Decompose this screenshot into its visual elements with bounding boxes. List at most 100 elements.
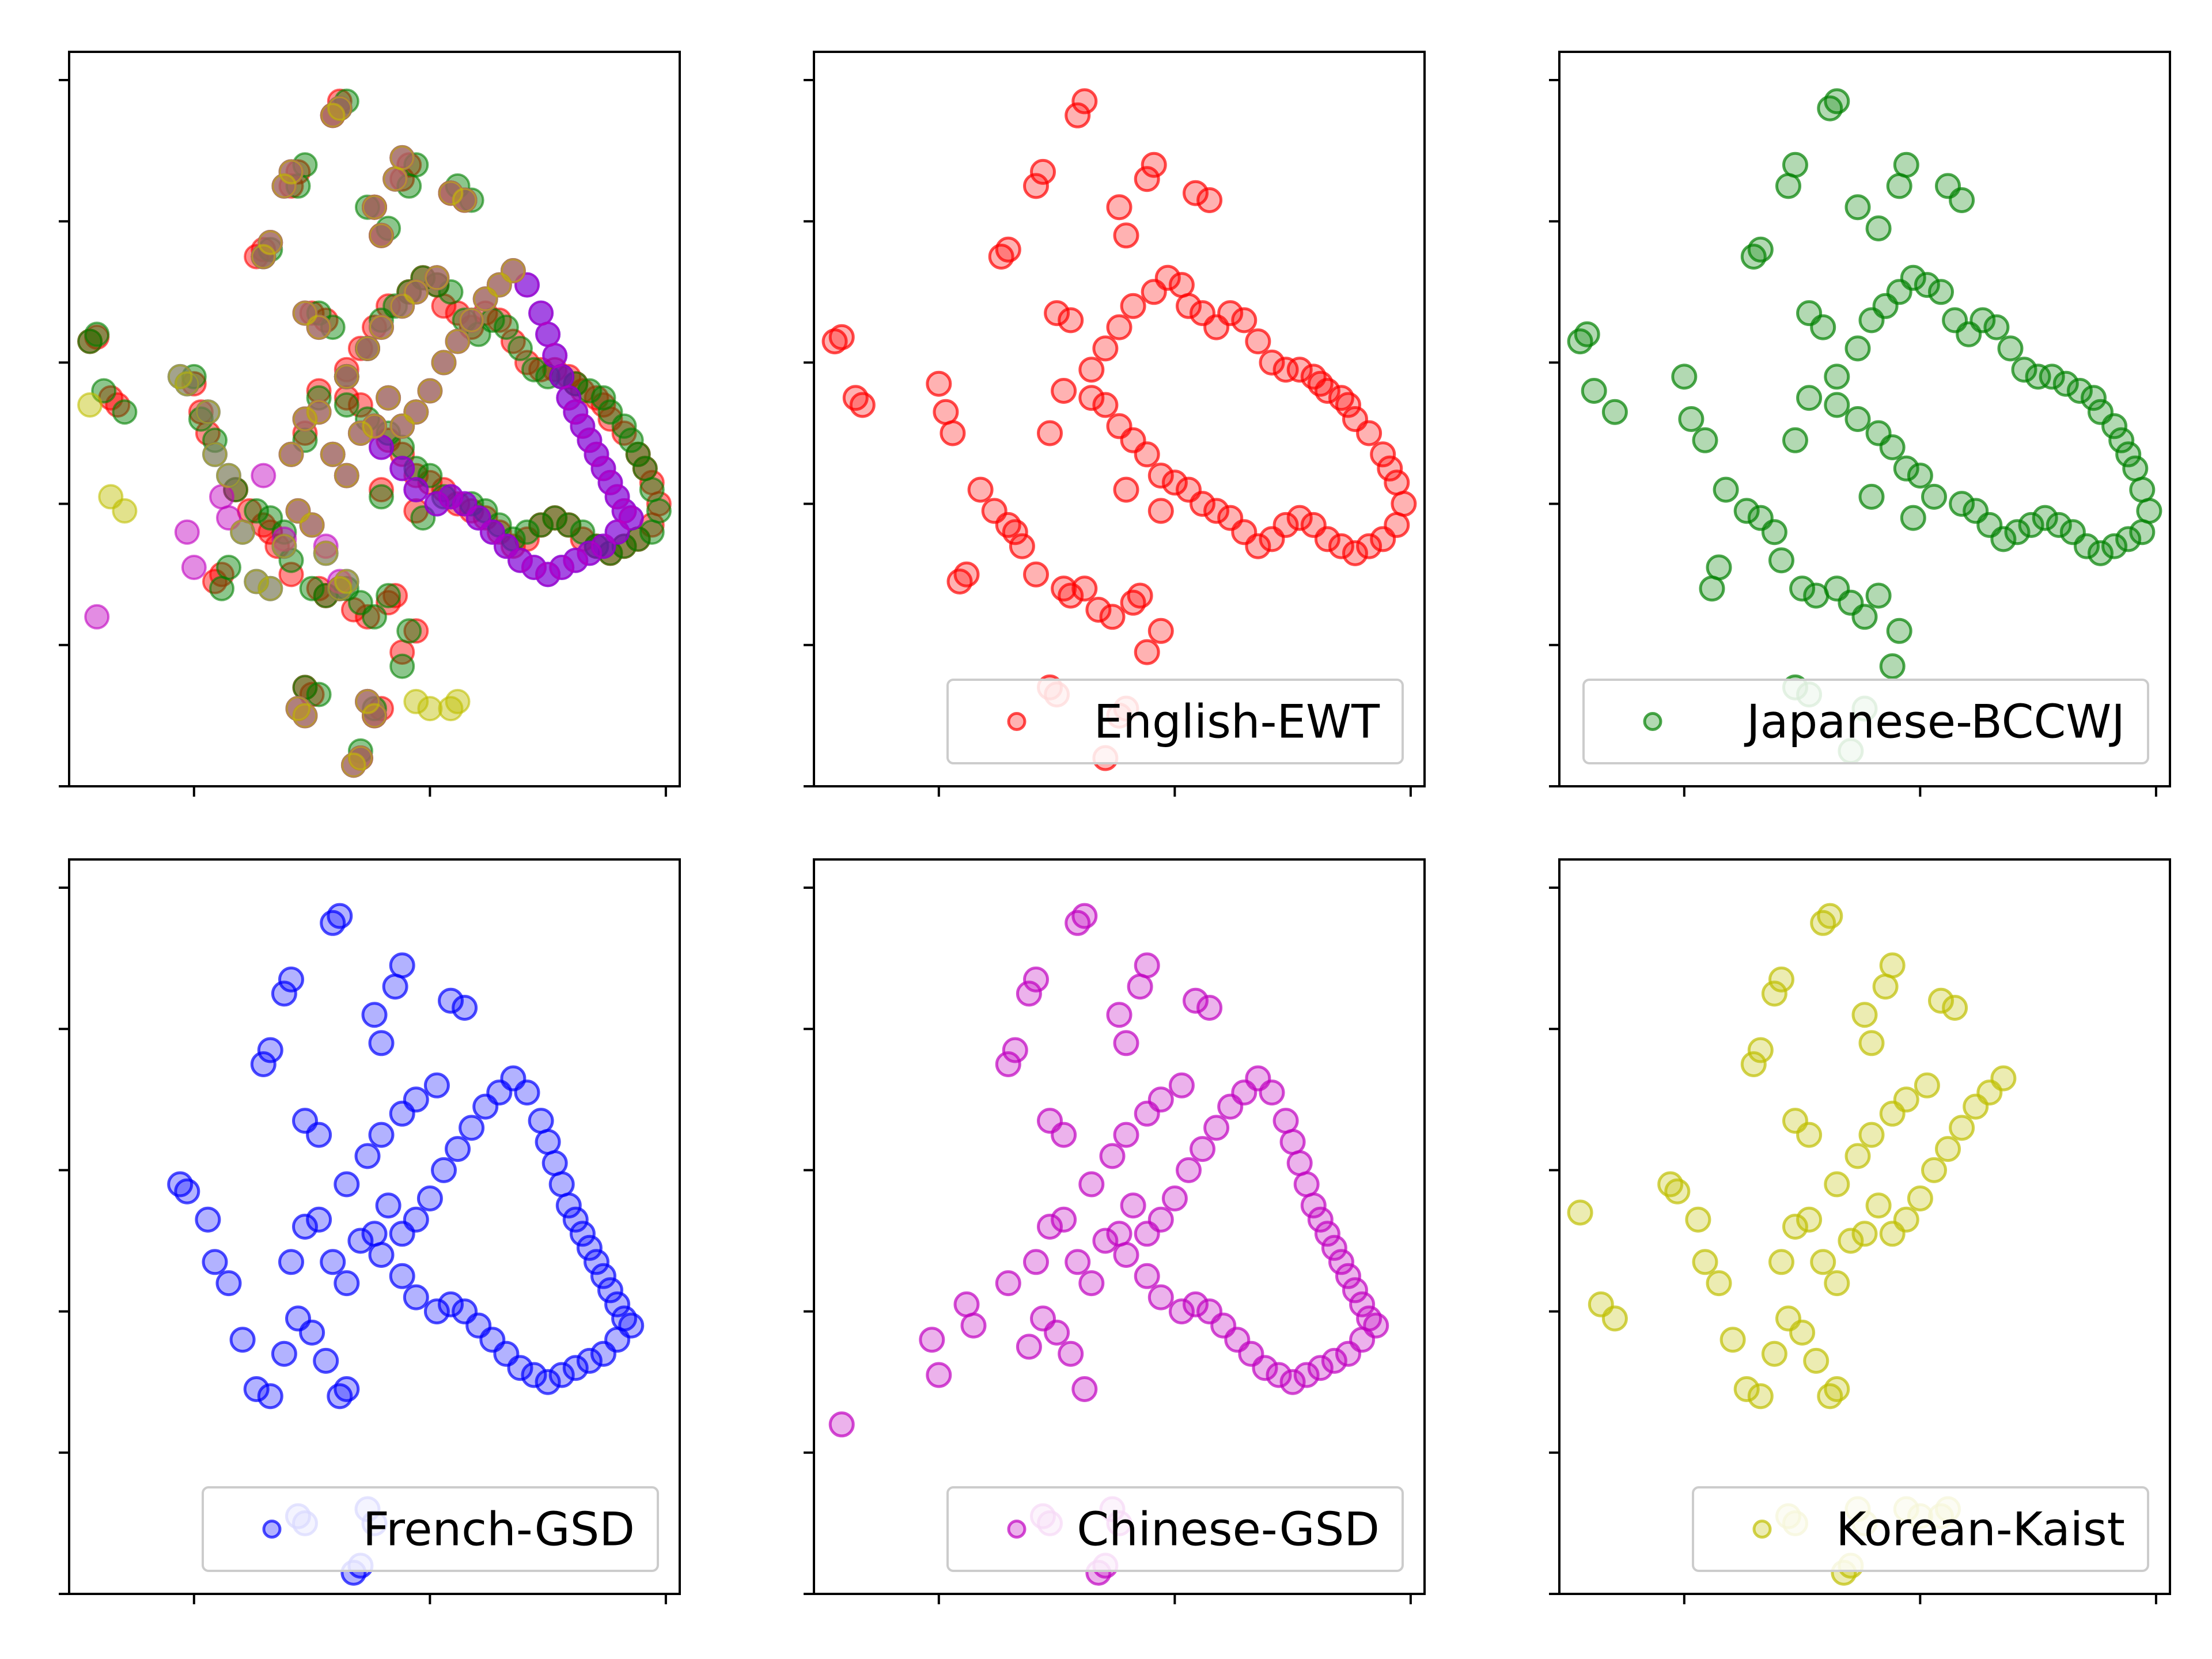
data-point xyxy=(369,222,394,248)
data-point xyxy=(1796,1206,1823,1233)
data-point xyxy=(1314,378,1340,404)
data-point xyxy=(257,237,283,263)
data-point xyxy=(2011,357,2037,383)
data-point xyxy=(1161,469,1188,496)
data-point xyxy=(1942,995,1968,1021)
data-point xyxy=(1009,533,1035,559)
data-point xyxy=(1085,597,1112,623)
data-point xyxy=(1893,1206,1919,1233)
data-point xyxy=(230,519,256,545)
data-point xyxy=(1183,987,1209,1014)
data-point xyxy=(535,562,561,588)
legend-label: English-EWT xyxy=(1094,695,1380,749)
axes-frame xyxy=(1558,858,2171,1595)
scatter-panel: Japanese-BCCWJ xyxy=(1549,51,2171,797)
data-point xyxy=(416,1185,443,1211)
data-point xyxy=(1023,173,1049,199)
data-point xyxy=(355,604,380,630)
data-point xyxy=(1342,1277,1368,1304)
data-point xyxy=(327,96,353,122)
data-point xyxy=(2115,441,2142,468)
data-point xyxy=(562,1355,589,1381)
data-point xyxy=(521,555,547,580)
data-point xyxy=(389,1263,415,1289)
data-point xyxy=(1824,363,1850,390)
data-point xyxy=(1844,194,1871,221)
data-point xyxy=(1147,618,1174,644)
data-point xyxy=(1168,1298,1195,1325)
data-point xyxy=(1844,406,1871,432)
data-point xyxy=(1335,1340,1361,1367)
data-point xyxy=(611,533,637,559)
data-point xyxy=(362,696,387,722)
data-point xyxy=(1092,335,1119,362)
data-point xyxy=(1335,392,1361,418)
data-point xyxy=(452,995,478,1021)
data-point xyxy=(340,752,366,778)
data-point xyxy=(1928,987,1954,1014)
data-point xyxy=(347,392,373,418)
data-point xyxy=(1356,420,1382,446)
data-point xyxy=(1782,1214,1808,1240)
data-point xyxy=(181,555,207,580)
data-point xyxy=(563,371,589,397)
data-point xyxy=(1099,604,1126,630)
data-point xyxy=(597,469,623,495)
legend-marker xyxy=(1007,1520,1027,1539)
data-point xyxy=(1023,561,1049,588)
data-point xyxy=(1272,1108,1299,1134)
data-point xyxy=(334,569,359,594)
data-point xyxy=(493,315,519,340)
data-point xyxy=(355,335,380,361)
data-point xyxy=(181,371,207,397)
data-point xyxy=(1872,974,1899,1000)
data-point xyxy=(1002,1037,1028,1063)
data-point xyxy=(1176,293,1202,319)
data-point xyxy=(313,1347,339,1374)
data-point xyxy=(528,512,554,538)
data-point xyxy=(1071,903,1098,929)
data-point xyxy=(202,441,228,467)
data-point xyxy=(369,696,394,722)
data-point xyxy=(209,575,234,601)
data-point xyxy=(299,512,325,538)
data-point xyxy=(535,1369,561,1395)
data-point xyxy=(562,1206,589,1233)
data-point xyxy=(548,1171,575,1198)
data-point xyxy=(1016,1334,1042,1360)
data-point xyxy=(1879,653,1906,680)
data-point xyxy=(953,1291,980,1317)
data-point xyxy=(445,328,471,354)
data-point xyxy=(423,1072,450,1099)
data-point xyxy=(389,145,415,171)
data-point xyxy=(209,484,234,510)
data-point xyxy=(577,540,603,566)
data-point xyxy=(1259,526,1285,552)
data-point xyxy=(292,703,318,729)
data-point xyxy=(1789,1319,1816,1346)
data-point xyxy=(355,406,380,432)
data-point xyxy=(1699,575,1725,602)
data-point xyxy=(223,477,249,503)
data-point xyxy=(431,350,457,376)
data-point xyxy=(1217,300,1244,327)
data-point xyxy=(257,1383,283,1410)
data-point xyxy=(1092,1228,1119,1254)
data-point xyxy=(306,315,332,340)
data-point xyxy=(1671,363,1698,390)
data-point xyxy=(362,703,387,729)
data-point xyxy=(424,265,450,291)
data-point xyxy=(1266,1362,1292,1388)
data-point xyxy=(1678,406,1705,432)
data-point xyxy=(2059,519,2086,546)
data-point xyxy=(271,980,297,1007)
data-point xyxy=(590,533,616,559)
data-point xyxy=(1789,575,1816,602)
data-point xyxy=(1106,1002,1132,1028)
data-point xyxy=(334,392,359,418)
data-point xyxy=(1969,307,1996,334)
data-point xyxy=(1391,491,1417,517)
data-point xyxy=(1865,215,1892,241)
data-point xyxy=(1990,1065,2017,1092)
data-point xyxy=(1002,519,1028,546)
